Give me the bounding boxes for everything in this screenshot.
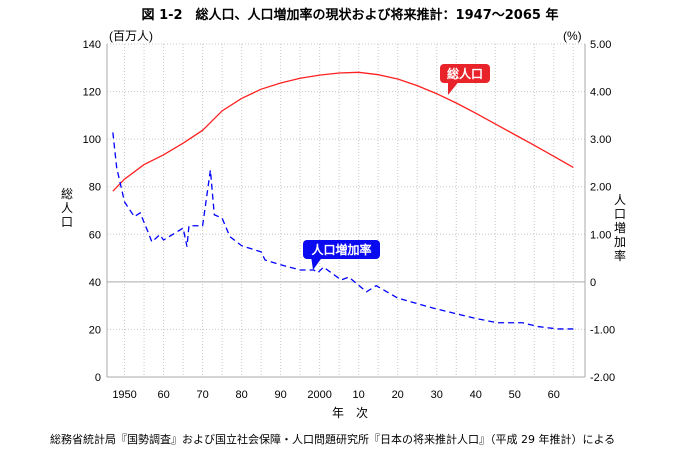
series-line-population — [112, 71, 574, 192]
x-axis-label: 年 次 — [332, 406, 368, 420]
y-tick-left: 20 — [89, 324, 101, 336]
callout-box — [440, 64, 490, 83]
source-note: 総務省統計局『国勢調査』および国立社会保障・人口問題研究所『日本の将来推計人口』… — [50, 433, 616, 446]
right-axis-title: 口 — [614, 207, 626, 221]
axes: 0 20 40 60 80 100 120 140 -2.00 -1.00 0 1.00 2.00 3.0… — [61, 39, 626, 401]
y-tick-right: -2.00 — [590, 372, 615, 384]
x-tick-label: 50 — [509, 389, 521, 401]
right-axis-title: 率 — [614, 248, 626, 263]
y-tick-right: -1.00 — [590, 324, 615, 336]
series-lines — [112, 71, 574, 330]
chart-title: 図 1-2 総人口、人口増加率の現状および将来推計：1947〜2065 年 — [141, 8, 559, 23]
y-tick-left: 0 — [95, 372, 101, 384]
x-tick-label: 80 — [235, 389, 247, 401]
y-tick-right: 4.00 — [590, 87, 611, 99]
callout-label: 人口増加率 — [311, 242, 371, 257]
left-axis-title: 人 — [61, 201, 73, 215]
y-tick-left: 80 — [89, 182, 101, 194]
x-tick-label: 70 — [196, 389, 208, 401]
right-axis-title: 増 — [614, 221, 626, 235]
x-tick-label: 10 — [353, 389, 365, 401]
right-axis-title: 人 — [614, 193, 626, 207]
y-tick-right: 3.00 — [590, 134, 611, 146]
x-tick-label: 90 — [275, 389, 287, 401]
left-axis-title: 総 — [61, 187, 73, 201]
y-tick-left: 100 — [83, 134, 101, 146]
x-tick-label: 20 — [392, 389, 404, 401]
left-axis-unit: (百万人) — [109, 29, 153, 43]
callout-label: 総人口 — [447, 66, 483, 81]
callout-population: 総人口 — [440, 64, 490, 95]
series-line-growth-rate — [112, 132, 574, 330]
x-tick-label: 2000 — [307, 389, 331, 401]
callout-box — [303, 240, 380, 259]
y-tick-left: 140 — [83, 39, 101, 51]
x-tick-label: 60 — [157, 389, 169, 401]
y-tick-right: 5.00 — [590, 39, 611, 51]
y-tick-right: 1.00 — [590, 229, 611, 241]
y-tick-right: 2.00 — [590, 182, 611, 194]
y-tick-left: 40 — [89, 277, 101, 289]
callout-pointer — [311, 256, 323, 270]
right-axis-unit: (%) — [563, 29, 582, 43]
right-axis-title: 加 — [614, 235, 626, 249]
callout-pointer — [448, 80, 460, 95]
axis-labels: (百万人) (%) 年 次 — [109, 29, 582, 420]
y-tick-right: 0 — [590, 277, 596, 289]
x-tick-label: 60 — [548, 389, 560, 401]
y-tick-left: 60 — [89, 229, 101, 241]
x-tick-label: 30 — [431, 389, 443, 401]
grid — [107, 43, 585, 377]
callout-growth-rate: 人口増加率 — [303, 240, 380, 270]
left-axis-title: 口 — [61, 215, 73, 229]
x-tick-label: 1950 — [112, 389, 136, 401]
y-tick-left: 120 — [83, 87, 101, 99]
x-tick-label: 40 — [470, 389, 482, 401]
